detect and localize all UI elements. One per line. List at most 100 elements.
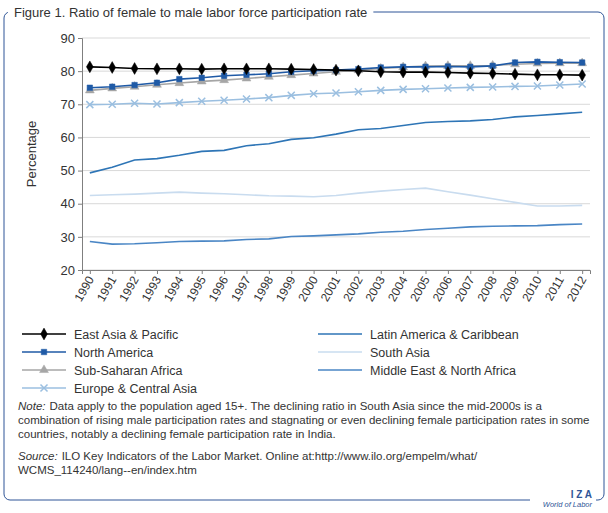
x-tick: 2005 [407,270,433,304]
series-marker [467,84,474,91]
x-tick-mark [358,270,359,274]
series-line [90,62,582,88]
series-marker [85,85,94,93]
note-text: Data apply to the population aged 15+. T… [18,400,590,440]
x-tick-label: 2005 [407,274,433,304]
series-marker [579,60,584,65]
series-marker [355,88,362,95]
x-tick-label: 2008 [474,274,500,304]
y-tick-label: 90 [61,31,75,46]
source-label: Source: [18,450,58,462]
series-marker [87,85,92,90]
x-tick-label: 1995 [183,274,209,304]
y-tick: 80 [61,64,82,79]
series-marker [109,101,116,108]
legend-label: Sub-Saharan Africa [74,364,182,378]
x-tick: 1990 [72,270,98,304]
y-tick-label: 50 [61,163,75,178]
series-group [85,58,586,93]
x-tick-mark [560,270,561,274]
legend-swatch [318,333,362,335]
series-marker [154,63,161,75]
y-tick-mark [78,171,82,172]
y-axis: 2030405060708090 [61,31,83,278]
series-marker [333,64,340,76]
series-marker [176,99,183,106]
legend-label: Latin America & Caribbean [370,328,519,342]
x-tick-mark [470,270,471,274]
x-tick-mark [537,270,538,274]
series-marker [265,63,272,75]
x-tick-label: 1994 [161,274,187,304]
y-axis-title: Percentage [24,121,39,188]
x-tick-mark [291,270,292,274]
series-marker [288,92,295,99]
grid-line [82,170,590,171]
x-tick-label: 1997 [228,274,254,304]
series-marker [131,100,138,107]
x-tick: 2002 [340,270,366,304]
x-tick-mark [314,270,315,274]
x-tick: 2001 [318,270,344,304]
title-background [8,5,373,21]
x-tick: 2007 [452,270,478,304]
x-tick-label: 2009 [497,274,523,304]
series-marker [199,75,204,80]
legend-marker [40,365,49,373]
x-tick-mark [269,270,270,274]
y-tick-mark [78,38,82,39]
y-tick-label: 80 [61,64,75,79]
grid-line [82,236,590,237]
legend-label: North America [74,346,153,360]
series-marker [131,63,138,75]
y-tick: 40 [61,196,82,211]
y-tick-mark [78,71,82,72]
source-text: ILO Key Indicators of the Labor Market. … [18,450,478,476]
plot-area [85,58,586,244]
x-tick-mark [582,270,583,274]
y-tick-label: 30 [61,230,75,245]
legend-swatch [318,351,362,353]
series-marker [579,81,586,88]
x-tick: 1996 [206,270,232,304]
x-axis-line [83,271,591,275]
note-label: Note: [18,400,46,412]
legend-item: South Asia [318,346,430,360]
frame [4,12,604,500]
legend-label: East Asia & Pacific [74,328,178,342]
y-tick: 70 [61,97,82,112]
series-marker [422,85,429,92]
series-marker [198,98,205,105]
series-marker [557,59,562,64]
series-marker [444,85,451,92]
x-tick-label: 1992 [116,274,142,304]
series-marker [109,84,114,89]
y-tick-mark [78,270,82,271]
x-tick: 1991 [94,270,120,304]
x-tick-label: 2011 [542,274,567,304]
x-tick-label: 2000 [295,274,321,304]
series-marker [400,66,407,78]
x-tick-label: 1991 [94,274,120,304]
series-marker [86,61,93,73]
logo-background [530,488,596,510]
series-group [86,61,585,81]
y-tick: 30 [61,230,82,245]
series-marker [467,67,474,79]
y-tick-label: 70 [61,97,75,112]
x-tick-mark [246,270,247,274]
x-tick: 2004 [385,270,411,304]
x-tick: 1999 [273,270,299,304]
series-marker [153,100,160,107]
x-axis: 1990199119921993199419951996199719981999… [72,270,591,304]
series-group [87,59,585,90]
chart-title: Figure 1. Ratio of female to male labor … [14,5,367,20]
x-tick: 1998 [251,270,277,304]
y-tick-label: 40 [61,196,75,211]
x-tick: 1994 [161,270,187,304]
x-tick-label: 2012 [564,274,590,304]
x-tick-mark [90,270,91,274]
chart-container: Figure 1. Ratio of female to male labor … [0,0,608,513]
x-tick-mark [493,270,494,274]
series-marker [221,97,228,104]
